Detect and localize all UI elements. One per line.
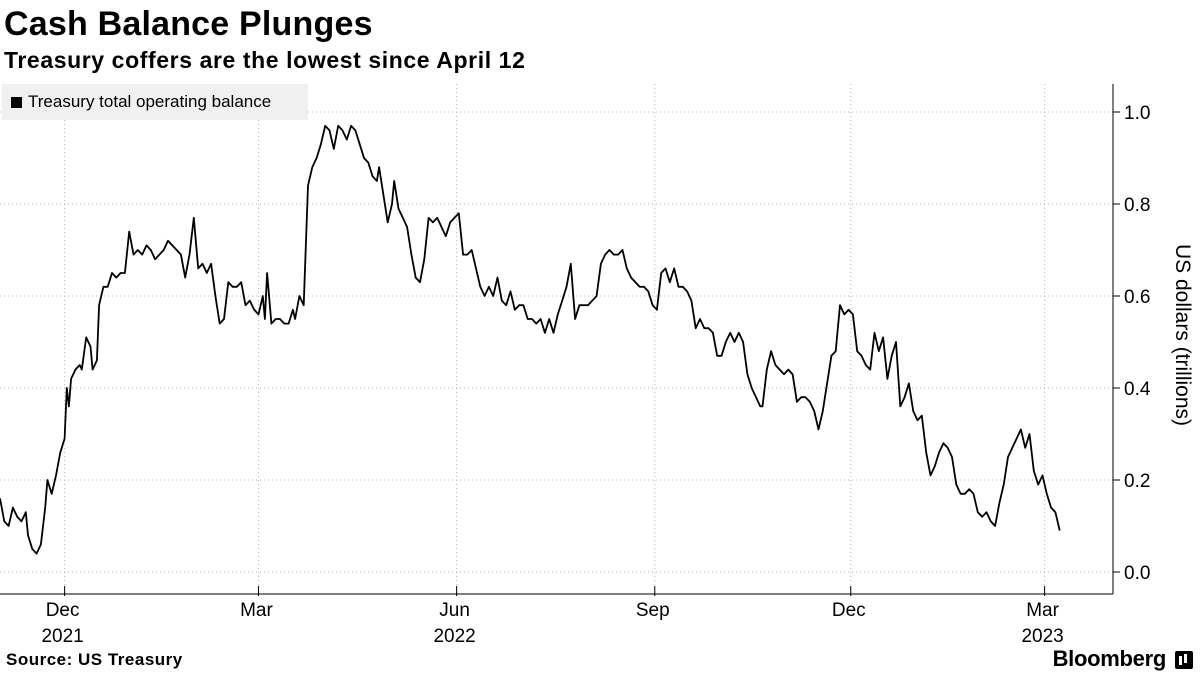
x-tick-label: Jun bbox=[439, 600, 470, 621]
source-note: Source: US Treasury bbox=[6, 650, 183, 669]
x-year-label: 2022 bbox=[433, 626, 475, 647]
bloomberg-logo-icon bbox=[1175, 651, 1193, 669]
y-axis-title: US dollars (trillions) bbox=[1171, 244, 1194, 426]
chart-subtitle: Treasury coffers are the lowest since Ap… bbox=[4, 47, 526, 73]
x-tick-label: Sep bbox=[636, 600, 670, 621]
chart-title: Cash Balance Plunges bbox=[4, 5, 373, 43]
x-year-label: 2023 bbox=[1021, 626, 1063, 647]
x-tick-label: Mar bbox=[1026, 600, 1059, 621]
y-tick-label: 0.8 bbox=[1124, 195, 1150, 216]
legend: Treasury total operating balance bbox=[2, 84, 308, 120]
y-tick-label: 1.0 bbox=[1124, 103, 1150, 124]
x-tick-label: Dec bbox=[46, 600, 80, 621]
x-year-label: 2021 bbox=[41, 626, 83, 647]
y-tick-label: 0.4 bbox=[1124, 379, 1151, 400]
legend-label: Treasury total operating balance bbox=[28, 92, 272, 111]
x-tick-label: Mar bbox=[240, 600, 273, 621]
y-tick-label: 0.0 bbox=[1124, 563, 1150, 584]
brand-name: Bloomberg bbox=[1052, 646, 1167, 671]
series-line bbox=[0, 124, 1061, 555]
y-tick-label: 0.2 bbox=[1124, 471, 1150, 492]
x-tick-label: Dec bbox=[832, 600, 866, 621]
legend-swatch bbox=[11, 96, 22, 108]
y-tick-label: 0.6 bbox=[1124, 287, 1150, 308]
